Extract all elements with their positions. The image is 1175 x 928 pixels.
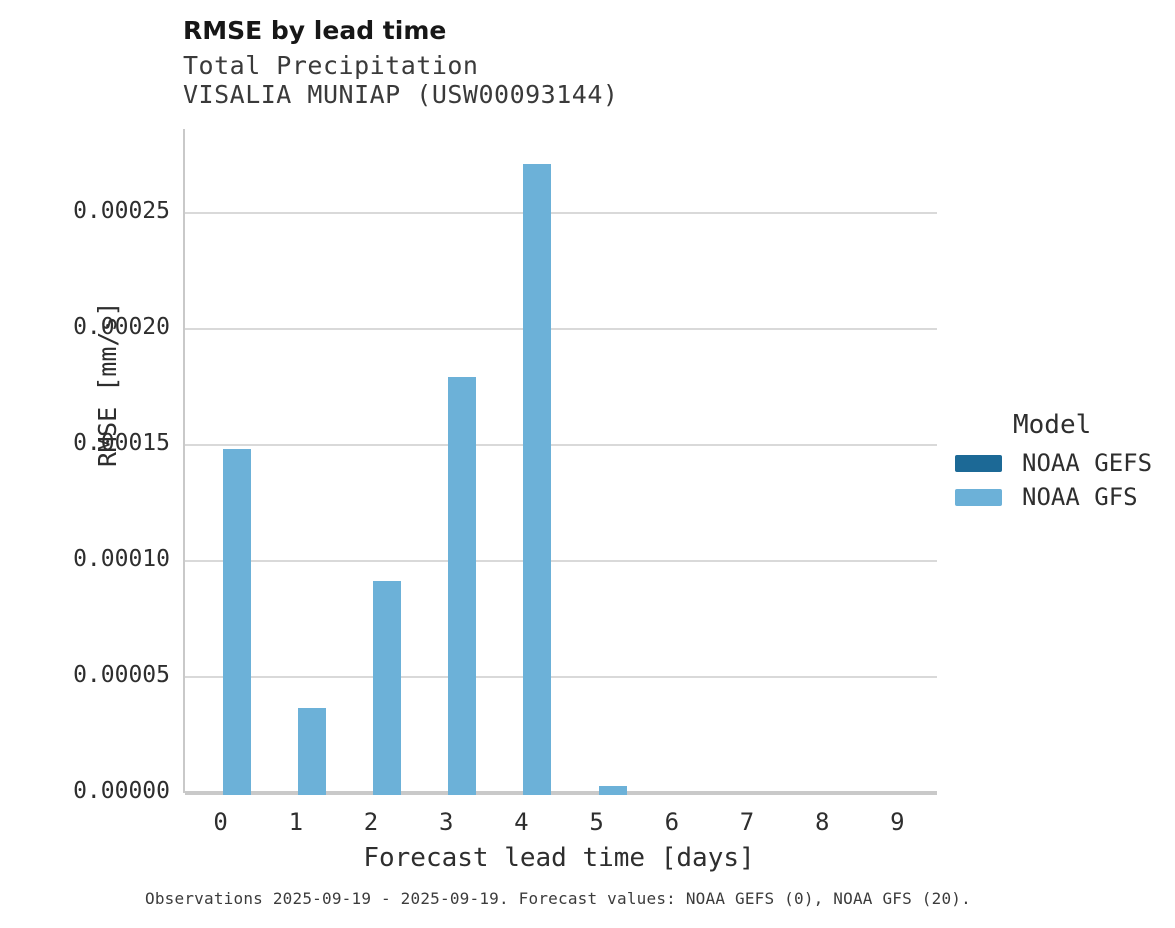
x-tick-label: 5 [589, 808, 604, 836]
chart-title: RMSE by lead time [183, 16, 447, 45]
gridline [185, 327, 937, 330]
bar-noaa-gfs-lead-4 [523, 163, 552, 795]
gridline [185, 559, 937, 562]
legend-title: Model [1013, 410, 1092, 440]
gridline [185, 675, 937, 678]
plot-area [183, 129, 937, 795]
y-tick-label: 0.00025 [73, 197, 170, 224]
chart-subtitle: Total Precipitation [183, 51, 479, 80]
bar-noaa-gfs-lead-1 [297, 708, 326, 795]
x-axis-title: Forecast lead time [days] [363, 843, 755, 873]
x-tick-label: 2 [363, 808, 379, 836]
bar-noaa-gfs-lead-0 [222, 449, 251, 795]
legend-swatch-noaa-gefs-icon [955, 455, 1002, 472]
legend-label-noaa-gfs: NOAA GFS [1022, 483, 1138, 511]
bar-noaa-gfs-lead-2 [373, 580, 401, 795]
x-tick-label: 9 [890, 808, 905, 836]
x-tick-label: 7 [739, 808, 755, 836]
bar-noaa-gfs-lead-5 [598, 786, 627, 795]
y-tick-label: 0.00005 [73, 661, 170, 688]
caption: Observations 2025-09-19 - 2025-09-19. Fo… [145, 889, 971, 908]
legend-label-noaa-gefs: NOAA GEFS [1022, 449, 1153, 477]
y-tick-label: 0.00000 [73, 778, 170, 804]
y-tick-label: 0.00015 [73, 429, 170, 456]
x-tick-label: 4 [514, 808, 529, 836]
x-tick-label: 8 [814, 808, 830, 836]
bar-noaa-gfs-lead-3 [448, 377, 477, 795]
x-tick-label: 0 [213, 808, 228, 836]
x-axis-line [185, 791, 937, 795]
chart-station-subtitle: VISALIA MUNIAP (USW00093144) [183, 80, 619, 109]
y-tick-label: 0.00010 [73, 545, 170, 572]
x-tick-label: 6 [664, 808, 680, 836]
gridline [185, 211, 937, 214]
x-tick-label: 1 [288, 808, 304, 836]
x-tick-label: 3 [438, 808, 454, 836]
legend-swatch-noaa-gfs-icon [955, 489, 1002, 506]
y-tick-label: 0.00020 [73, 313, 170, 340]
gridline [185, 443, 937, 446]
